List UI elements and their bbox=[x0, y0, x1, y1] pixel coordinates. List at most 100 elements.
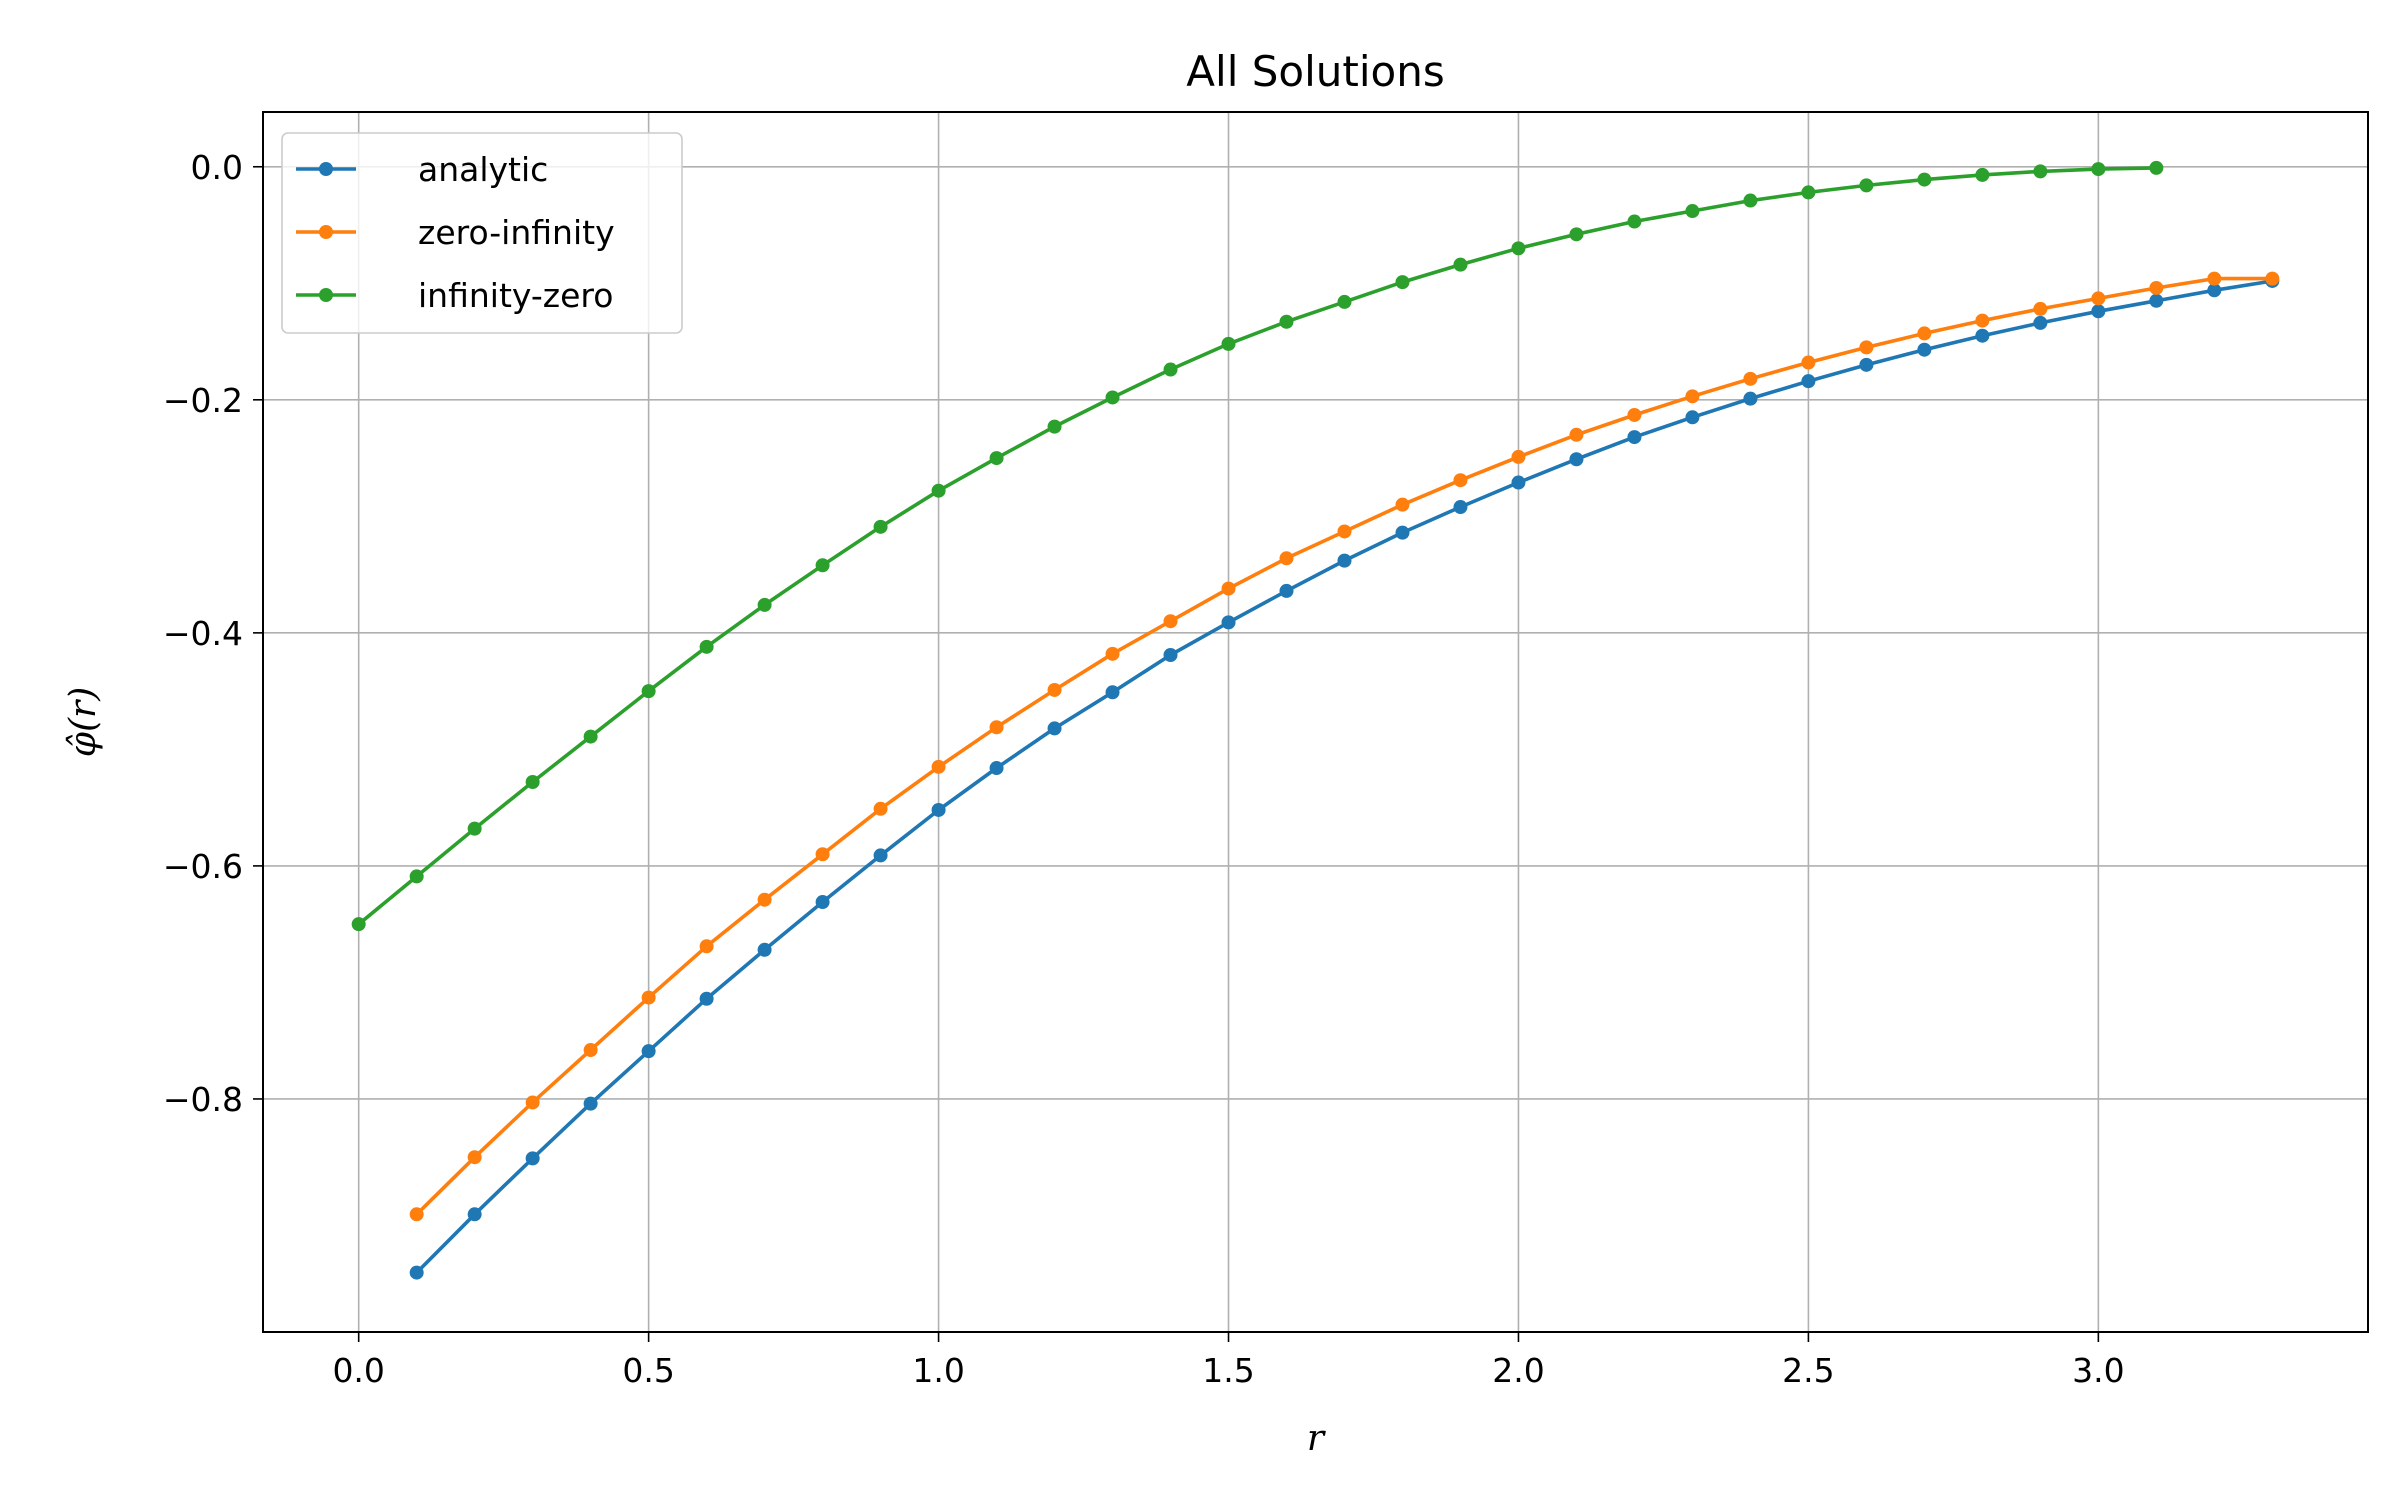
data-point-infinity-zero bbox=[1917, 172, 1932, 187]
series-zero-infinity bbox=[409, 271, 2280, 1222]
data-point-zero-infinity bbox=[1105, 646, 1120, 661]
legend-box bbox=[281, 132, 683, 334]
data-point-infinity-zero bbox=[1395, 275, 1410, 290]
data-point-infinity-zero bbox=[525, 775, 540, 790]
data-point-infinity-zero bbox=[1975, 167, 1990, 182]
x-tick-label: 1.0 bbox=[912, 1351, 964, 1390]
data-point-infinity-zero bbox=[1453, 257, 1468, 272]
series-line-infinity-zero bbox=[357, 166, 2157, 926]
data-point-analytic bbox=[1163, 647, 1178, 662]
data-point-zero-infinity bbox=[467, 1150, 482, 1165]
legend: analytic zero-infinity infinity-zero bbox=[281, 132, 683, 334]
data-point-infinity-zero bbox=[1627, 214, 1642, 229]
data-point-analytic bbox=[1859, 357, 1874, 372]
data-point-zero-infinity bbox=[1627, 407, 1642, 422]
plot-frame bbox=[262, 111, 2369, 1333]
data-point-zero-infinity bbox=[1163, 614, 1178, 629]
data-point-zero-infinity bbox=[757, 892, 772, 907]
data-point-analytic bbox=[931, 802, 946, 817]
data-point-analytic bbox=[2033, 315, 2048, 330]
chart-title: All Solutions bbox=[1186, 47, 1444, 96]
data-point-zero-infinity bbox=[641, 990, 656, 1005]
data-point-zero-infinity bbox=[1279, 551, 1294, 566]
data-point-analytic bbox=[1569, 452, 1584, 467]
y-tick-label: −0.2 bbox=[163, 381, 243, 420]
legend-item-analytic: analytic bbox=[296, 150, 548, 189]
data-point-zero-infinity bbox=[1047, 682, 1062, 697]
data-point-zero-infinity bbox=[1743, 371, 1758, 386]
data-point-analytic bbox=[1047, 721, 1062, 736]
data-point-analytic bbox=[873, 848, 888, 863]
data-point-zero-infinity bbox=[1453, 473, 1468, 488]
data-point-zero-infinity bbox=[1337, 524, 1352, 539]
data-point-infinity-zero bbox=[1743, 193, 1758, 208]
data-point-zero-infinity bbox=[1859, 340, 1874, 355]
legend-marker-zero-infinity bbox=[319, 225, 333, 239]
data-point-analytic bbox=[1685, 410, 1700, 425]
data-point-analytic bbox=[1395, 525, 1410, 540]
data-point-infinity-zero bbox=[815, 558, 830, 573]
legend-label-zero-infinity: zero-infinity bbox=[418, 213, 615, 252]
y-tick-label: −0.6 bbox=[163, 847, 243, 886]
data-point-infinity-zero bbox=[467, 821, 482, 836]
data-point-zero-infinity bbox=[873, 801, 888, 816]
data-point-infinity-zero bbox=[989, 451, 1004, 466]
data-point-analytic bbox=[641, 1044, 656, 1059]
data-point-zero-infinity bbox=[409, 1207, 424, 1222]
data-point-analytic bbox=[815, 895, 830, 910]
x-tick-label: 0.0 bbox=[332, 1351, 384, 1390]
data-point-zero-infinity bbox=[1395, 497, 1410, 512]
data-point-infinity-zero bbox=[1221, 336, 1236, 351]
x-tick-label: 2.0 bbox=[1492, 1351, 1544, 1390]
data-point-zero-infinity bbox=[815, 847, 830, 862]
x-axis-label: r bbox=[1307, 1418, 1326, 1459]
series-layer bbox=[351, 160, 2280, 1280]
data-point-zero-infinity bbox=[2207, 271, 2222, 286]
data-point-analytic bbox=[1337, 553, 1352, 568]
legend-label-infinity-zero: infinity-zero bbox=[418, 276, 613, 315]
series-analytic bbox=[409, 273, 2280, 1280]
data-point-infinity-zero bbox=[409, 869, 424, 884]
data-point-zero-infinity bbox=[583, 1043, 598, 1058]
data-point-analytic bbox=[1105, 685, 1120, 700]
x-tick-label: 2.5 bbox=[1782, 1351, 1834, 1390]
y-tick-label: 0.0 bbox=[191, 148, 243, 187]
data-point-infinity-zero bbox=[2033, 164, 2048, 179]
data-point-infinity-zero bbox=[1801, 185, 1816, 200]
data-point-analytic bbox=[1801, 374, 1816, 389]
data-point-analytic bbox=[1743, 391, 1758, 406]
data-point-infinity-zero bbox=[641, 684, 656, 699]
data-point-infinity-zero bbox=[931, 483, 946, 498]
data-point-zero-infinity bbox=[2033, 301, 2048, 316]
x-tick-label: 3.0 bbox=[2072, 1351, 2124, 1390]
data-point-infinity-zero bbox=[2091, 162, 2106, 177]
data-point-infinity-zero bbox=[873, 519, 888, 534]
data-point-analytic bbox=[525, 1151, 540, 1166]
data-point-zero-infinity bbox=[2091, 291, 2106, 306]
data-point-zero-infinity bbox=[989, 720, 1004, 735]
data-point-analytic bbox=[699, 991, 714, 1006]
data-point-analytic bbox=[467, 1207, 482, 1222]
series-infinity-zero bbox=[351, 160, 2164, 932]
data-point-analytic bbox=[583, 1096, 598, 1111]
data-point-infinity-zero bbox=[1569, 227, 1584, 242]
data-point-analytic bbox=[1975, 328, 1990, 343]
data-point-analytic bbox=[1627, 430, 1642, 445]
data-point-analytic bbox=[1279, 583, 1294, 598]
data-point-infinity-zero bbox=[1105, 390, 1120, 405]
data-point-zero-infinity bbox=[1569, 427, 1584, 442]
data-point-infinity-zero bbox=[1337, 294, 1352, 309]
data-point-zero-infinity bbox=[1685, 389, 1700, 404]
data-point-zero-infinity bbox=[931, 759, 946, 774]
tick-layer: 0.0 0.5 1.0 1.5 2.0 2.5 3.0 0.0 −0.2 −0.4 −0.6 −0.8 bbox=[163, 148, 2125, 1390]
data-point-zero-infinity bbox=[1511, 449, 1526, 464]
data-point-zero-infinity bbox=[1801, 355, 1816, 370]
legend-marker-analytic bbox=[319, 162, 333, 176]
data-point-infinity-zero bbox=[1511, 241, 1526, 256]
data-point-infinity-zero bbox=[757, 597, 772, 612]
data-point-analytic bbox=[409, 1265, 424, 1280]
data-point-analytic bbox=[989, 761, 1004, 776]
data-point-analytic bbox=[757, 942, 772, 957]
data-point-infinity-zero bbox=[1279, 314, 1294, 329]
y-tick-label: −0.4 bbox=[163, 614, 243, 653]
